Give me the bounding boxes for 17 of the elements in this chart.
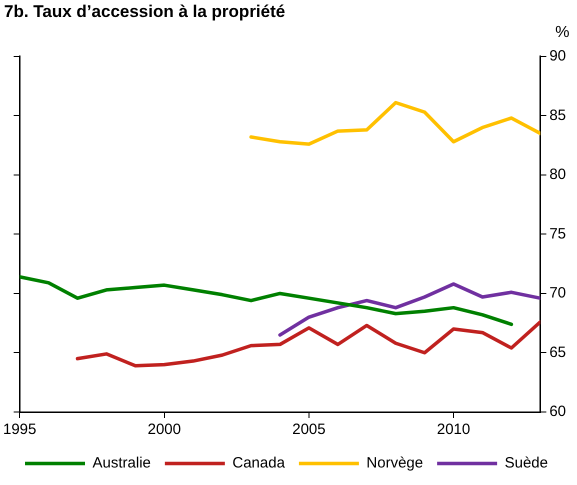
y-tick-label: 65 [549, 344, 566, 361]
legend-label: Canada [232, 454, 286, 472]
y-tick-label: 70 [549, 284, 566, 302]
y-tick-label: 85 [549, 106, 566, 124]
y-tick-label: 90 [549, 48, 566, 65]
legend-label: Suède [504, 454, 548, 472]
legend-label: Norvège [366, 454, 424, 472]
x-tick-label: 1995 [2, 421, 36, 438]
x-tick-label: 2000 [148, 421, 181, 438]
chart-title: 7b. Taux d’accession à la propriété [4, 2, 286, 21]
legend-label: Australie [92, 454, 151, 472]
x-tick-label: 2010 [436, 421, 470, 438]
x-tick-label: 2005 [292, 421, 326, 438]
y-axis-title: % [555, 24, 570, 41]
y-tick-label: 80 [549, 166, 566, 184]
y-tick-label: 75 [549, 225, 566, 242]
y-tick-label: 60 [549, 403, 566, 420]
